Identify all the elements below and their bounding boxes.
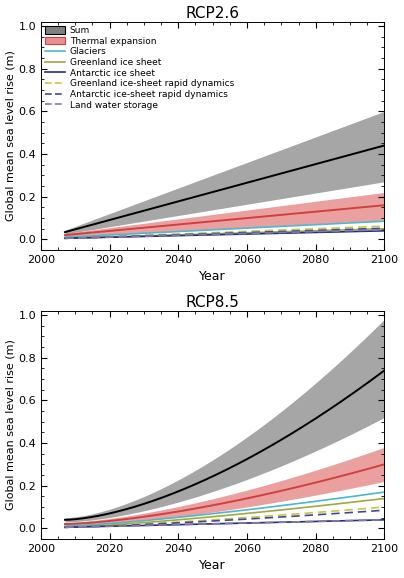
Legend: Sum, Thermal expansion, Glaciers, Greenland ice sheet, Antarctic ice sheet, Gree: Sum, Thermal expansion, Glaciers, Greenl… (44, 24, 236, 112)
Title: RCP8.5: RCP8.5 (186, 295, 240, 310)
Y-axis label: Global mean sea level rise (m): Global mean sea level rise (m) (6, 339, 16, 510)
X-axis label: Year: Year (199, 560, 226, 572)
Y-axis label: Global mean sea level rise (m): Global mean sea level rise (m) (6, 50, 16, 221)
X-axis label: Year: Year (199, 271, 226, 283)
Title: RCP2.6: RCP2.6 (186, 6, 240, 21)
